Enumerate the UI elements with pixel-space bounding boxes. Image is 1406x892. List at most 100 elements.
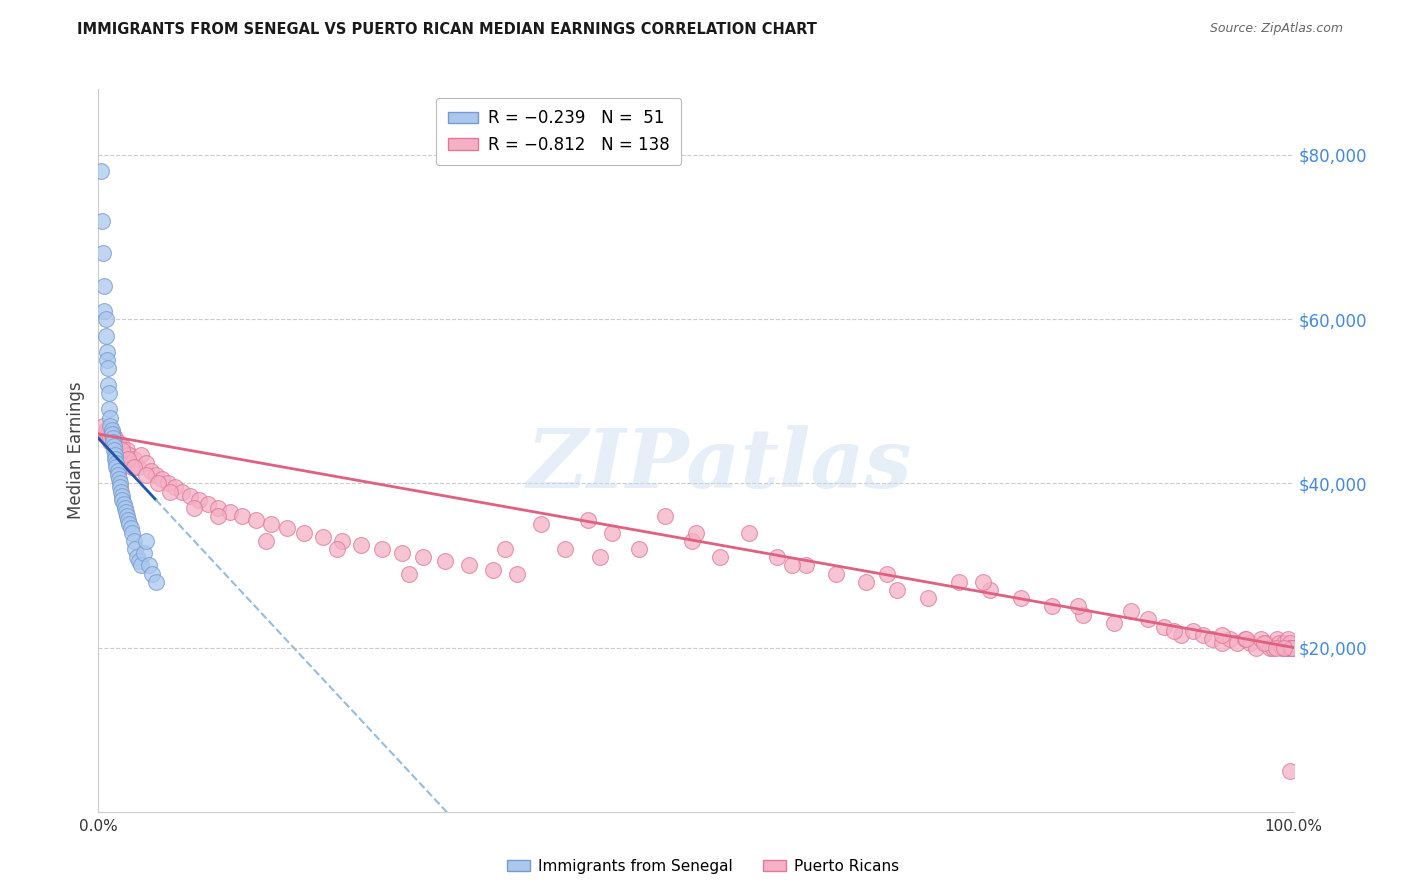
Point: [97, 431, 120, 445]
Point: [159, 484, 181, 499]
Point: [412, 550, 434, 565]
Point: [1268, 636, 1291, 650]
Point: [1281, 640, 1303, 655]
Point: [1163, 624, 1185, 639]
Point: [111, 489, 134, 503]
Point: [91, 427, 114, 442]
Point: [1281, 640, 1303, 655]
Point: [187, 492, 209, 507]
Y-axis label: Median Earnings: Median Earnings: [67, 382, 86, 519]
Point: [1271, 640, 1294, 655]
Point: [124, 533, 146, 548]
Point: [219, 505, 242, 519]
Point: [589, 550, 612, 565]
Point: [391, 546, 413, 560]
Point: [135, 468, 157, 483]
Point: [98, 402, 121, 417]
Point: [1040, 599, 1063, 614]
Point: [128, 554, 150, 568]
Point: [254, 533, 277, 548]
Point: [127, 459, 149, 474]
Point: [1278, 640, 1301, 655]
Point: [207, 509, 229, 524]
Point: [98, 386, 121, 401]
Point: [141, 566, 163, 581]
Point: [91, 246, 114, 260]
Point: [197, 497, 219, 511]
Point: [780, 558, 803, 573]
Point: [139, 464, 162, 478]
Point: [794, 558, 817, 573]
Point: [148, 476, 170, 491]
Point: [1272, 636, 1295, 650]
Point: [1253, 636, 1275, 650]
Point: [103, 435, 125, 450]
Text: Source: ZipAtlas.com: Source: ZipAtlas.com: [1209, 22, 1343, 36]
Point: [886, 582, 908, 597]
Point: [1211, 636, 1233, 650]
Point: [276, 521, 298, 535]
Point: [1279, 640, 1302, 655]
Point: [1071, 607, 1094, 622]
Point: [107, 439, 129, 453]
Point: [326, 541, 349, 556]
Point: [1274, 640, 1296, 655]
Point: [124, 451, 146, 466]
Point: [1191, 628, 1213, 642]
Point: [104, 448, 127, 462]
Point: [94, 328, 117, 343]
Point: [458, 558, 481, 573]
Point: [1153, 620, 1175, 634]
Point: [121, 459, 143, 474]
Point: [1281, 640, 1303, 655]
Point: [138, 558, 160, 573]
Point: [1265, 632, 1288, 647]
Point: [917, 591, 939, 606]
Point: [118, 517, 141, 532]
Point: [1211, 628, 1233, 642]
Point: [97, 361, 120, 376]
Point: [1254, 636, 1277, 650]
Point: [172, 484, 194, 499]
Point: [1263, 640, 1285, 655]
Point: [312, 530, 335, 544]
Point: [124, 459, 146, 474]
Point: [578, 513, 600, 527]
Point: [107, 472, 129, 486]
Point: [855, 574, 877, 589]
Point: [183, 500, 205, 515]
Point: [112, 497, 135, 511]
Point: [91, 213, 114, 227]
Point: [681, 533, 703, 548]
Text: IMMIGRANTS FROM SENEGAL VS PUERTO RICAN MEDIAN EARNINGS CORRELATION CHART: IMMIGRANTS FROM SENEGAL VS PUERTO RICAN …: [77, 22, 817, 37]
Point: [506, 566, 529, 581]
Point: [96, 427, 118, 442]
Point: [105, 456, 128, 470]
Legend: R = −0.239   N =  51, R = −0.812   N = 138: R = −0.239 N = 51, R = −0.812 N = 138: [436, 97, 681, 165]
Point: [494, 541, 516, 556]
Point: [111, 492, 134, 507]
Point: [114, 451, 136, 466]
Point: [101, 427, 124, 442]
Point: [117, 513, 139, 527]
Point: [434, 554, 457, 568]
Point: [824, 566, 846, 581]
Point: [145, 574, 167, 589]
Point: [1239, 636, 1261, 650]
Point: [554, 541, 576, 556]
Point: [1281, 640, 1303, 655]
Point: [1119, 603, 1142, 617]
Point: [737, 525, 759, 540]
Point: [108, 451, 131, 466]
Point: [1182, 624, 1205, 639]
Point: [1234, 632, 1257, 647]
Point: [100, 431, 122, 445]
Point: [121, 525, 143, 540]
Point: [108, 480, 131, 494]
Point: [131, 558, 153, 573]
Point: [111, 439, 134, 453]
Point: [91, 418, 114, 433]
Point: [1067, 599, 1090, 614]
Point: [98, 431, 122, 445]
Text: ZIPatlas: ZIPatlas: [527, 425, 912, 505]
